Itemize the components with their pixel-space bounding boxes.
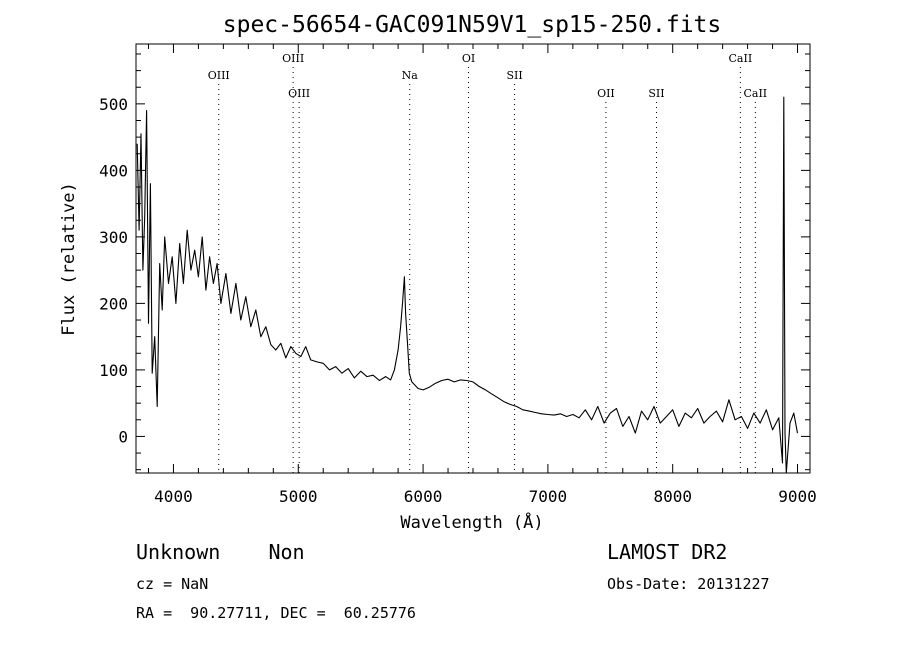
- spectral-line-label: OIII: [288, 87, 310, 100]
- spectral-line-label: OI: [462, 52, 475, 65]
- x-tick-label: 4000: [154, 487, 193, 506]
- x-tick-label: 6000: [404, 487, 443, 506]
- coordinates-label: RA = 90.27711, DEC = 60.25776: [136, 604, 416, 622]
- x-tick-label: 8000: [653, 487, 692, 506]
- plot-border: [135, 43, 811, 474]
- spectral-line-markers: OIII OIII OIII Na OI SII OII SII CaII CaII: [208, 52, 767, 473]
- spectrum-line: [136, 96, 799, 474]
- spectral-line-label: OII: [597, 87, 615, 100]
- obs-date-label: Obs-Date: 20131227: [607, 575, 770, 593]
- y-tick-label: 400: [99, 161, 128, 180]
- spectral-line-label: CaII: [729, 52, 753, 65]
- spectral-line-label: OIII: [208, 69, 230, 82]
- y-tick-label: 200: [99, 294, 128, 313]
- y-tick-label: 300: [99, 228, 128, 247]
- y-axis-title: Flux (relative): [59, 182, 79, 336]
- y-tick-label: 0: [118, 427, 128, 446]
- spectral-line-label: Na: [402, 69, 419, 82]
- redshift-label: cz = NaN: [136, 575, 209, 593]
- x-tick-label: 5000: [279, 487, 318, 506]
- spectral-line-label: SII: [648, 87, 664, 100]
- spectral-line-label: SII: [506, 69, 522, 82]
- chart-title: spec-56654-GAC091N59V1_sp15-250.fits: [223, 12, 722, 38]
- y-tick-label: 500: [99, 95, 128, 114]
- x-tick-label: 7000: [529, 487, 568, 506]
- axis-ticks: 4000 5000 6000 7000 8000 9000 0 100 200 300 400 500: [99, 44, 817, 506]
- object-class-label: Unknown Non: [136, 540, 305, 564]
- x-axis-title: Wavelength (Å): [400, 511, 543, 533]
- spectrum-series: [136, 96, 799, 474]
- survey-label: LAMOST DR2: [607, 540, 728, 564]
- spectral-line-label: CaII: [743, 87, 767, 100]
- y-tick-label: 100: [99, 361, 128, 380]
- plot-frame: [135, 43, 811, 474]
- spectral-line-label: OIII: [282, 52, 304, 65]
- x-tick-label: 9000: [778, 487, 817, 506]
